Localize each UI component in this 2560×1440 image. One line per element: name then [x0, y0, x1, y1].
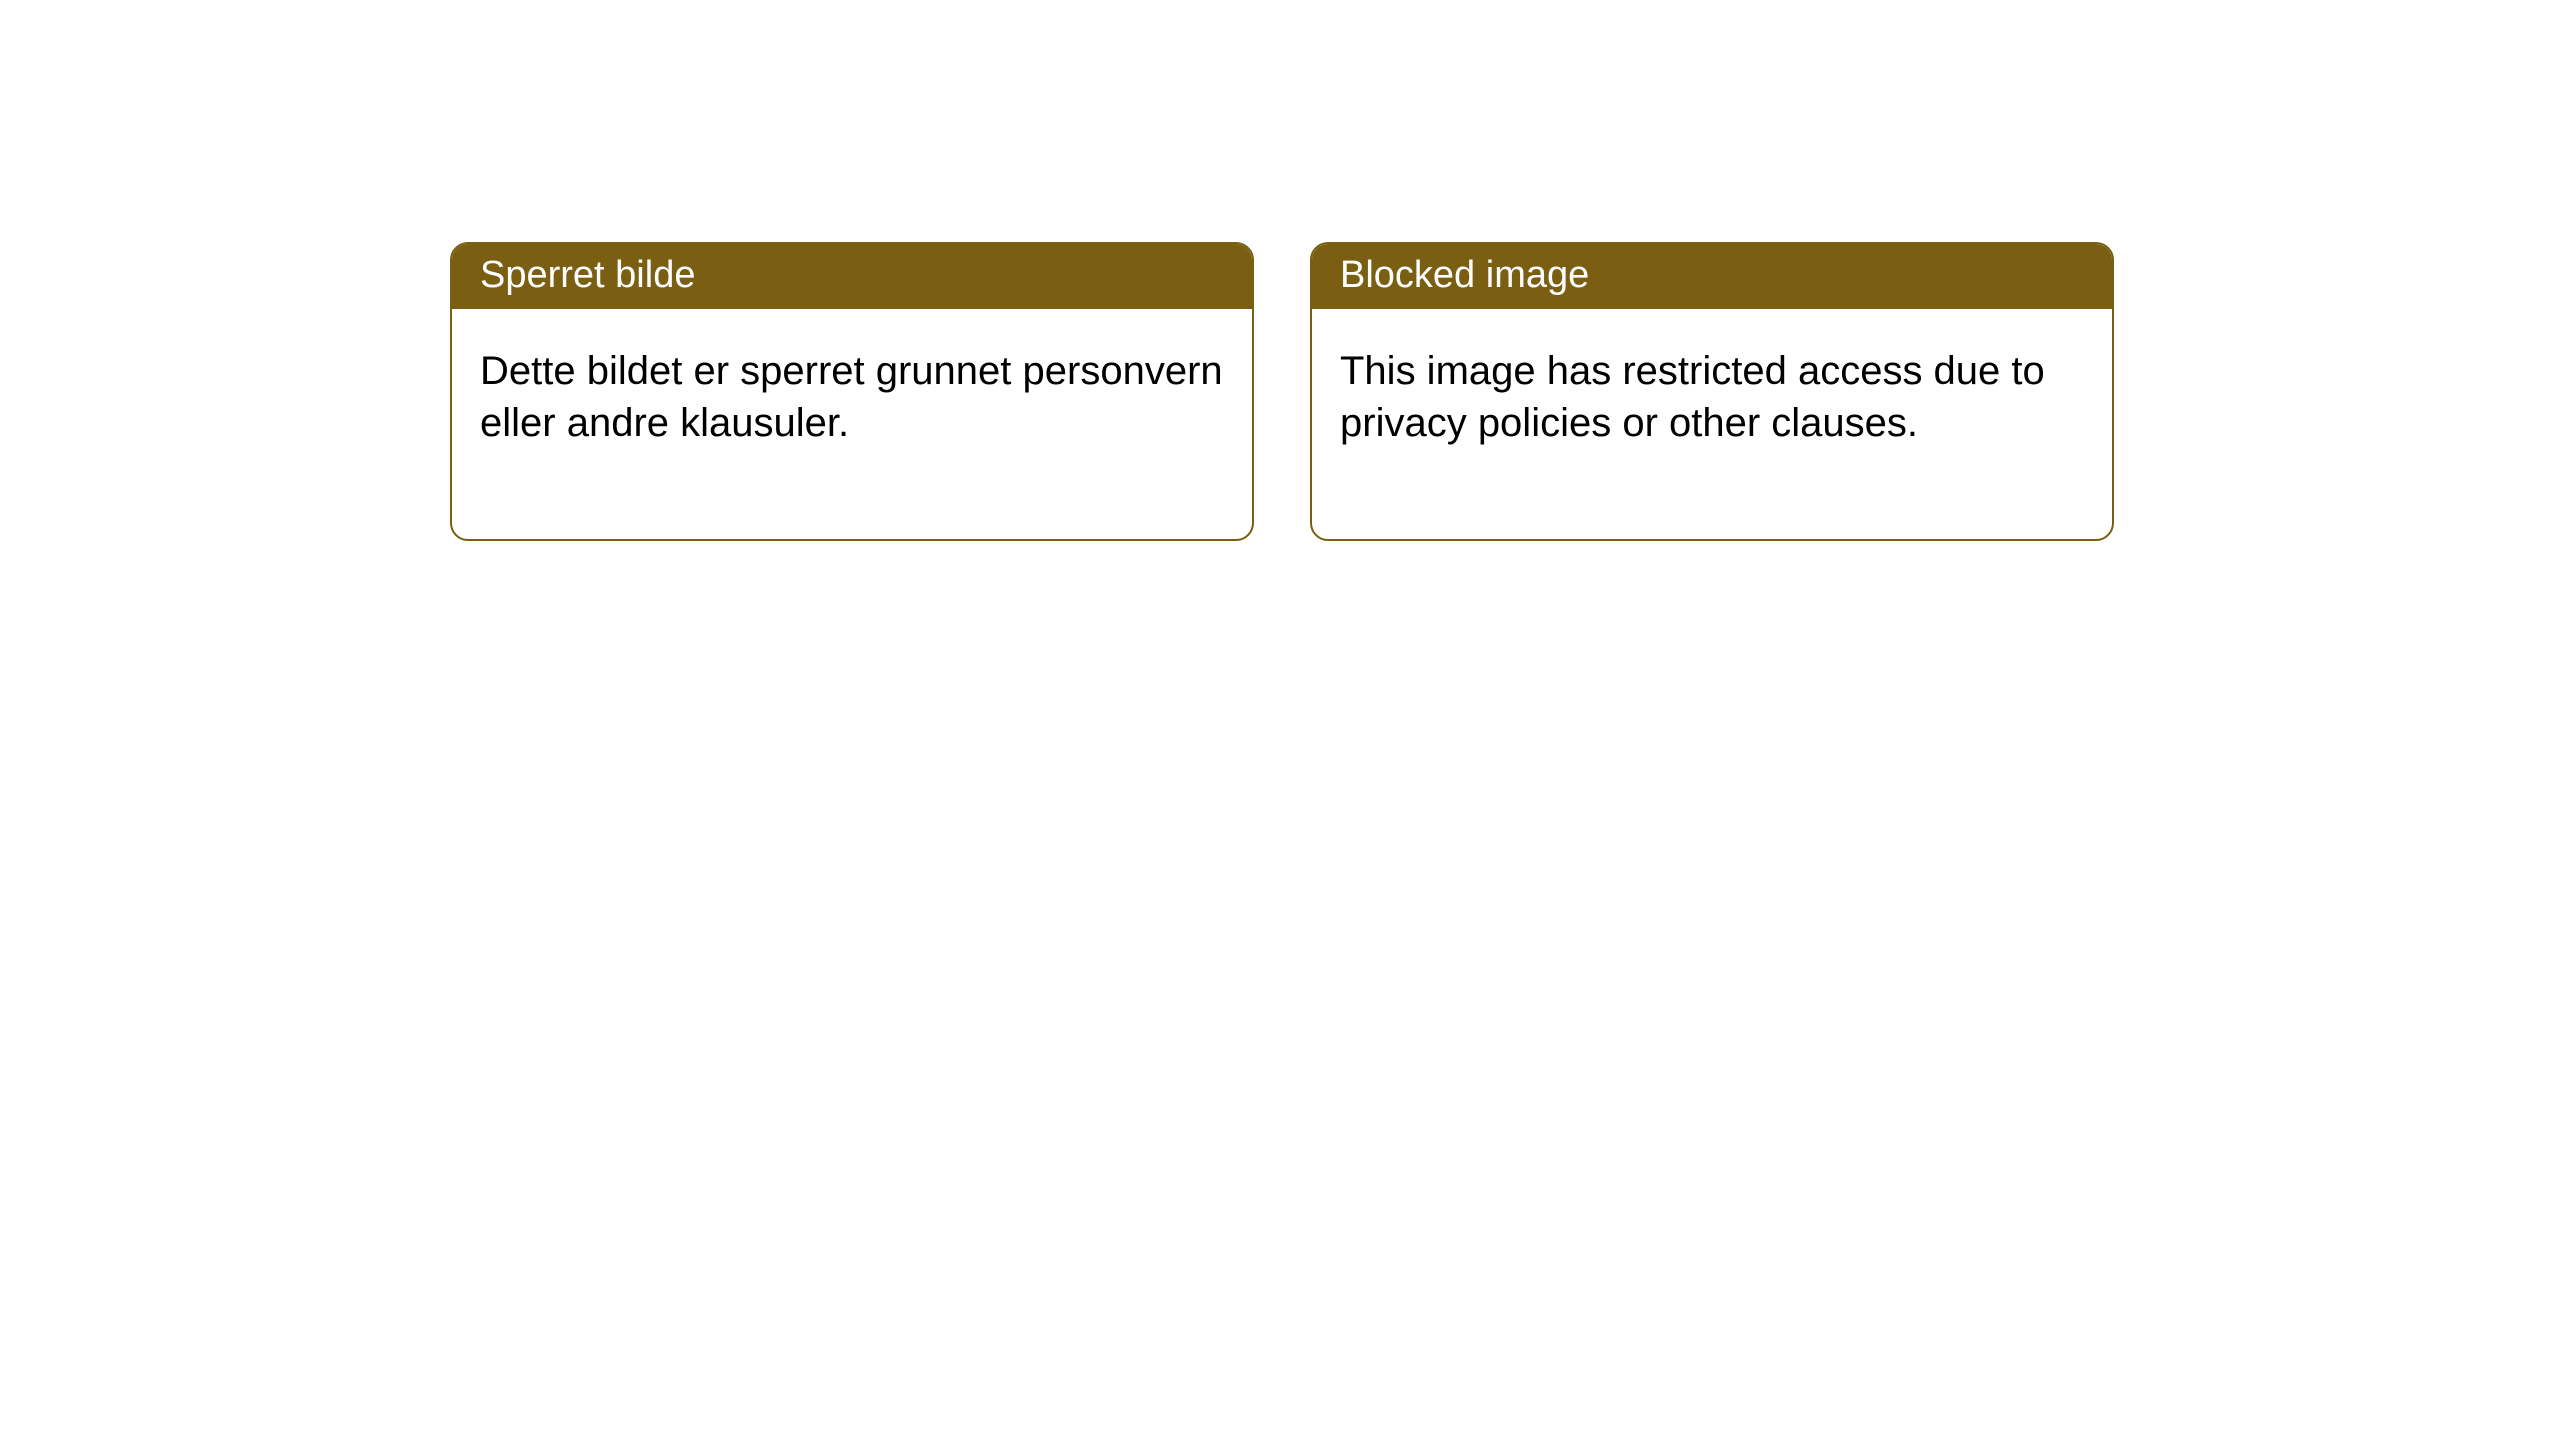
notice-body: This image has restricted access due to …	[1312, 309, 2112, 539]
notice-card-norwegian: Sperret bilde Dette bildet er sperret gr…	[450, 242, 1254, 541]
notice-header: Blocked image	[1312, 244, 2112, 309]
notice-header: Sperret bilde	[452, 244, 1252, 309]
notice-card-english: Blocked image This image has restricted …	[1310, 242, 2114, 541]
notice-body: Dette bildet er sperret grunnet personve…	[452, 309, 1252, 539]
notice-container: Sperret bilde Dette bildet er sperret gr…	[0, 0, 2560, 541]
